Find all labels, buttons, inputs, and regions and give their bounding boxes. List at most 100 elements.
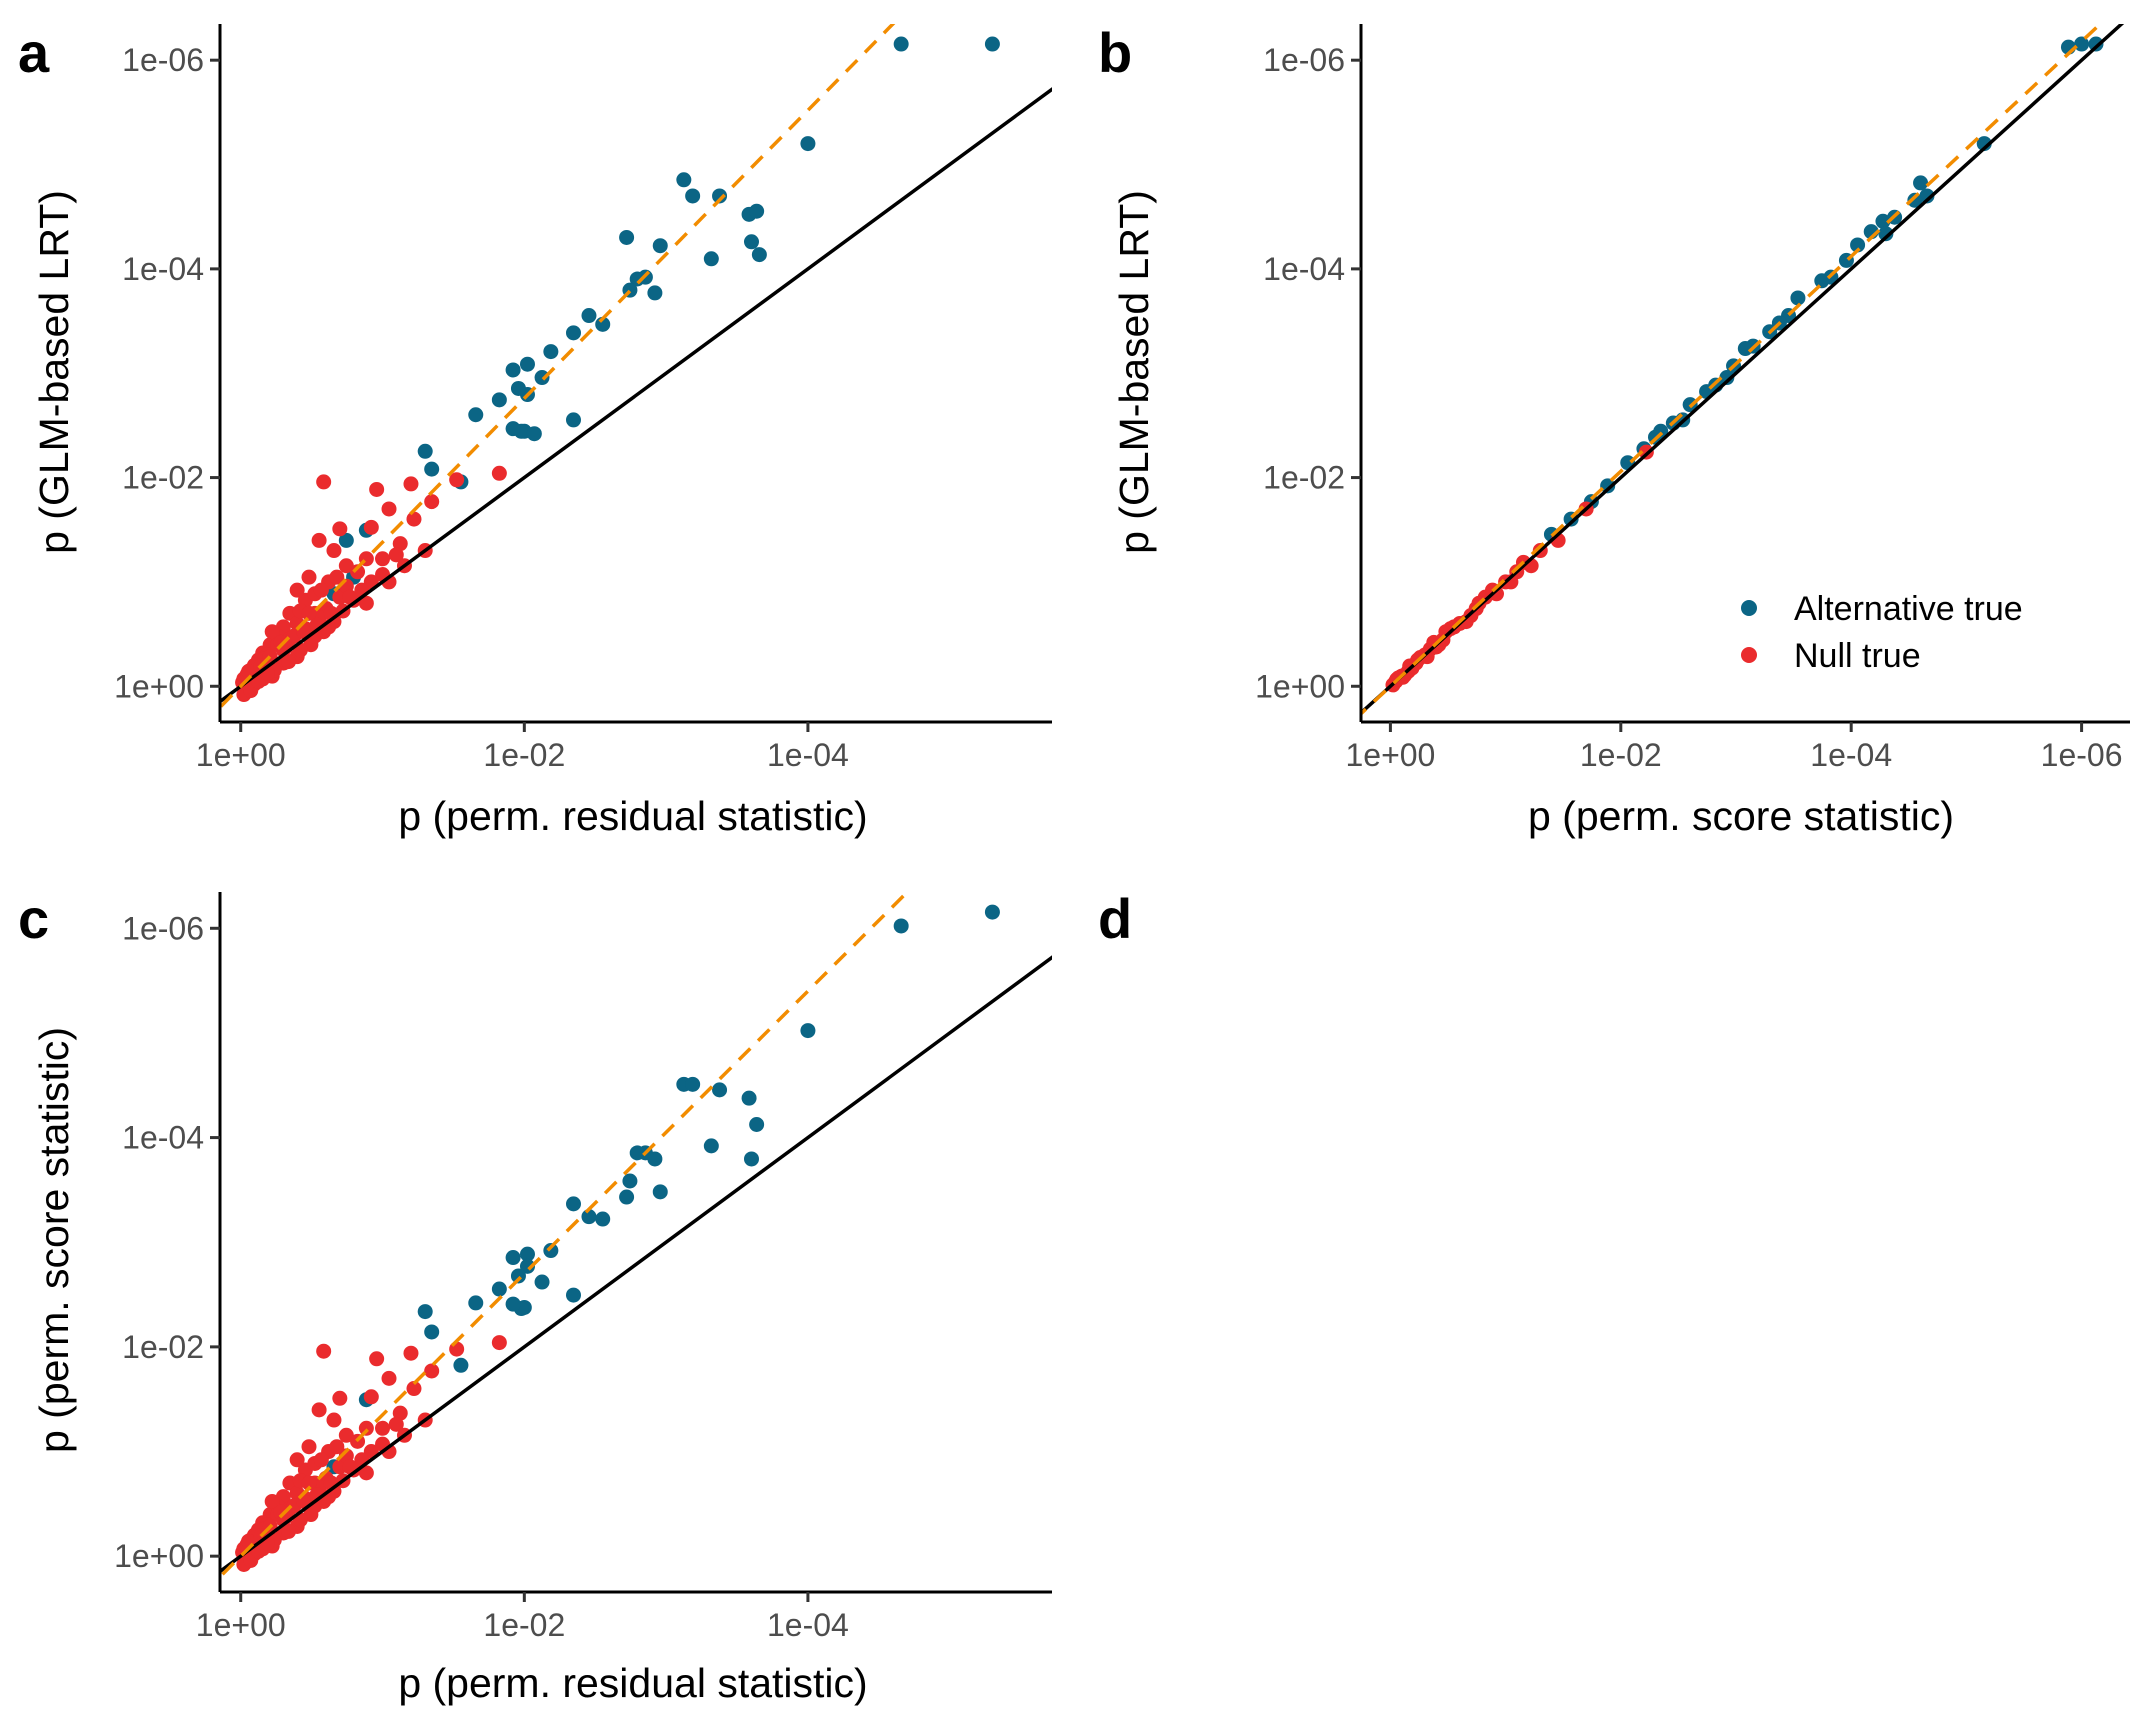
point-null bbox=[316, 474, 332, 490]
point-alternative bbox=[543, 1243, 559, 1259]
point-alternative bbox=[565, 1196, 581, 1212]
x-tick-label: 1e-04 bbox=[767, 737, 849, 773]
point-alternative bbox=[1737, 341, 1753, 357]
point-alternative bbox=[581, 308, 597, 324]
point-alternative bbox=[565, 325, 581, 341]
x-axis-title-b: p (perm. score statistic) bbox=[1528, 793, 1954, 839]
point-null bbox=[1426, 634, 1442, 650]
point-null bbox=[363, 519, 379, 535]
y-tick-label: 1e-02 bbox=[122, 1329, 204, 1365]
point-alternative bbox=[685, 188, 701, 204]
x-tick-label: 1e-04 bbox=[1810, 737, 1892, 773]
point-alternative bbox=[1907, 192, 1923, 208]
point-alternative bbox=[534, 1274, 550, 1290]
point-null bbox=[491, 465, 507, 481]
point-alternative bbox=[1976, 136, 1992, 152]
point-null bbox=[338, 1427, 354, 1443]
point-null bbox=[424, 1363, 440, 1379]
point-null bbox=[332, 521, 348, 537]
point-alternative bbox=[338, 532, 354, 548]
panel-letter-a: a bbox=[18, 21, 50, 84]
point-alternative bbox=[712, 1082, 728, 1098]
point-alternative bbox=[629, 1145, 645, 1161]
point-alternative bbox=[749, 203, 765, 219]
y-tick-label: 1e-06 bbox=[1263, 42, 1345, 78]
y-tick-label: 1e-02 bbox=[122, 460, 204, 496]
point-null bbox=[375, 551, 391, 567]
point-alternative bbox=[751, 247, 767, 263]
point-alternative bbox=[505, 1250, 521, 1266]
point-alternative bbox=[893, 36, 909, 52]
point-null bbox=[358, 595, 374, 611]
point-alternative bbox=[1875, 213, 1891, 229]
point-alternative bbox=[984, 904, 1000, 920]
point-alternative bbox=[424, 461, 440, 477]
y-tick-label: 1e-04 bbox=[122, 1120, 204, 1156]
plot-content-b bbox=[1361, 24, 2125, 717]
point-alternative bbox=[703, 251, 719, 267]
x-tick-label: 1e-02 bbox=[1580, 737, 1662, 773]
point-alternative bbox=[505, 421, 521, 437]
point-alternative bbox=[984, 36, 1000, 52]
point-alternative bbox=[1919, 188, 1935, 204]
point-alternative bbox=[468, 407, 484, 423]
y-tick-label: 1e-06 bbox=[122, 42, 204, 78]
point-null bbox=[329, 569, 345, 585]
point-alternative bbox=[565, 1287, 581, 1303]
point-null bbox=[313, 1452, 329, 1468]
point-alternative bbox=[519, 356, 535, 372]
fit-line bbox=[220, 24, 896, 710]
point-null bbox=[403, 1345, 419, 1361]
point-null bbox=[289, 1452, 305, 1468]
point-null bbox=[358, 1465, 374, 1481]
panel-letter-d: d bbox=[1098, 887, 1132, 950]
point-null bbox=[332, 1390, 348, 1406]
point-alternative bbox=[800, 1023, 816, 1039]
point-null bbox=[264, 624, 280, 640]
point-null bbox=[281, 654, 297, 670]
point-alternative bbox=[595, 1211, 611, 1227]
point-null bbox=[289, 582, 305, 598]
point-null bbox=[301, 569, 317, 585]
point-alternative bbox=[1790, 290, 1806, 306]
panel-d: d bbox=[1098, 887, 1132, 950]
y-tick-label: 1e-02 bbox=[1263, 460, 1345, 496]
y-axis-title-b: p (GLM-based LRT) bbox=[1111, 190, 1157, 554]
point-null bbox=[388, 547, 404, 563]
point-alternative bbox=[1814, 273, 1830, 289]
point-alternative bbox=[893, 918, 909, 934]
point-alternative bbox=[417, 443, 433, 459]
point-alternative bbox=[505, 362, 521, 378]
point-alternative bbox=[622, 1173, 638, 1189]
point-null bbox=[403, 476, 419, 492]
plot-area-a: 1e+00 1e-02 1e-04 1e+00 1e-02 1e-04 1e-06 bbox=[114, 24, 1052, 773]
point-alternative bbox=[1878, 226, 1894, 242]
panel-a: a 1e+00 1e-02 1e-04 1e+00 1e-02 1e-04 1e-06 p … bbox=[18, 21, 1052, 839]
point-alternative bbox=[543, 344, 559, 360]
point-alternative bbox=[2074, 36, 2090, 52]
y-tick-label: 1e+00 bbox=[114, 1538, 204, 1574]
point-alternative bbox=[526, 426, 542, 442]
point-null bbox=[491, 1335, 507, 1351]
point-null bbox=[301, 1475, 317, 1491]
plot-content-a bbox=[220, 24, 1052, 710]
point-alternative bbox=[685, 1076, 701, 1092]
point-null bbox=[313, 582, 329, 598]
point-alternative bbox=[491, 1281, 507, 1297]
panel-letter-b: b bbox=[1098, 21, 1132, 84]
point-null bbox=[375, 1420, 391, 1436]
x-tick-label: 1e-04 bbox=[767, 1607, 849, 1643]
point-null bbox=[1402, 658, 1418, 674]
point-alternative bbox=[510, 380, 526, 396]
x-axis-title-c: p (perm. residual statistic) bbox=[398, 1660, 867, 1706]
panel-c: c 1e+00 1e-02 1e-04 1e+00 1e-02 1e-04 1e-06 p … bbox=[18, 887, 1052, 1706]
point-alternative bbox=[741, 1090, 757, 1106]
x-tick-label: 1e-06 bbox=[2041, 737, 2123, 773]
point-null bbox=[406, 1381, 422, 1397]
point-null bbox=[329, 1439, 345, 1455]
point-alternative bbox=[581, 1209, 597, 1225]
point-alternative bbox=[652, 1184, 668, 1200]
plot-area-c: 1e+00 1e-02 1e-04 1e+00 1e-02 1e-04 1e-06 bbox=[114, 892, 1052, 1643]
point-alternative bbox=[468, 1295, 484, 1311]
point-alternative bbox=[647, 285, 663, 301]
